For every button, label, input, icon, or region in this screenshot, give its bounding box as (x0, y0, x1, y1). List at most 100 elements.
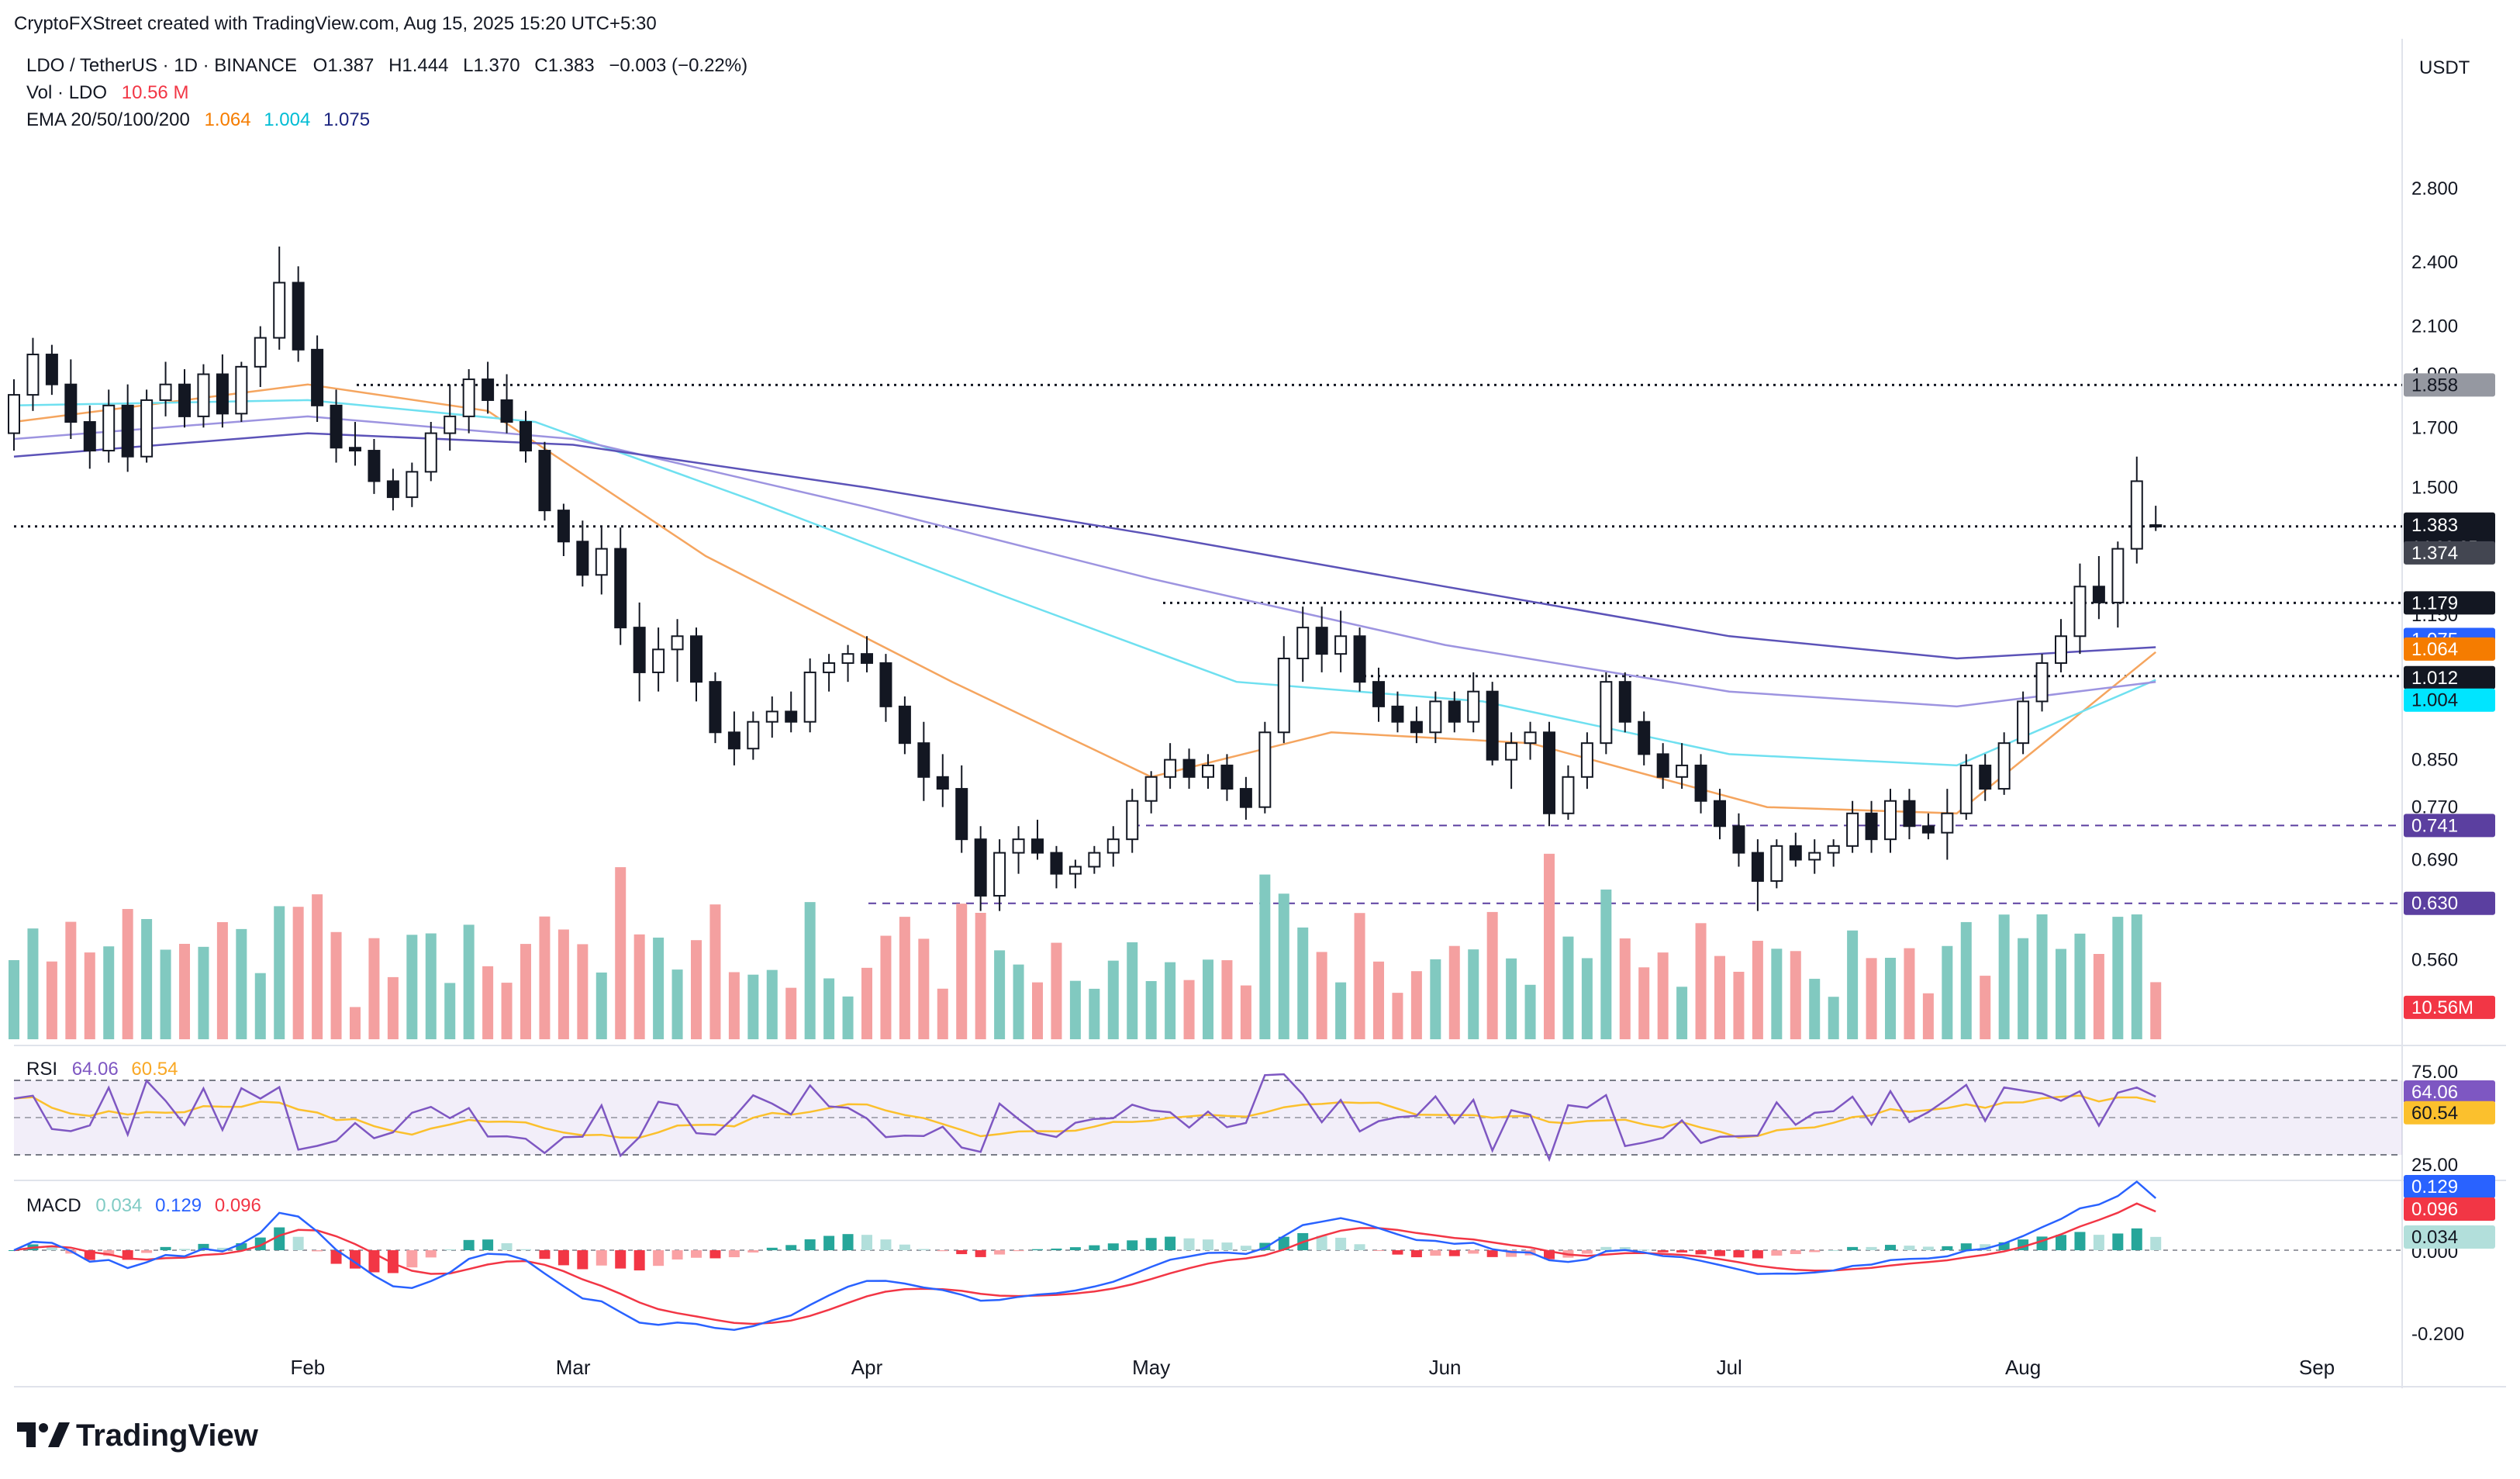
volume-bar (1562, 936, 1574, 1039)
macd-histogram-bar (2150, 1236, 2162, 1250)
candle-body (690, 635, 702, 683)
volume-bar (956, 904, 968, 1039)
volume-bar (1676, 987, 1688, 1039)
vol-value: 10.56 M (122, 82, 189, 103)
volume-bar (1240, 985, 1251, 1039)
candle (330, 389, 343, 463)
candle-body (273, 282, 286, 339)
macd-histogram-bar (994, 1250, 1006, 1255)
candle-body (898, 705, 911, 745)
macd-histogram-bar (1771, 1250, 1783, 1256)
axis-tag-bg (2404, 541, 2495, 565)
macd-histogram-bar (747, 1250, 759, 1253)
volume-bar (2036, 914, 2048, 1039)
candle-body (709, 681, 722, 734)
macd-histogram-bar (842, 1234, 854, 1250)
volume-bar (1942, 945, 1953, 1039)
volume-bar (1032, 982, 1043, 1039)
axis-tag-label: 1.004 (2411, 690, 2458, 711)
macd-histogram-bar (1847, 1246, 1859, 1250)
volume-bar (653, 937, 665, 1039)
volume-bar (1885, 957, 1896, 1039)
volume-bar (747, 974, 759, 1039)
volume-bar (2112, 917, 2124, 1039)
candle-body (1315, 627, 1328, 655)
candle-body (1258, 731, 1272, 808)
macd-histogram-bar (1203, 1239, 1213, 1250)
symbol-line: LDO / TetherUS · 1D · BINANCE (26, 55, 297, 76)
axis-tag-bg (2404, 1197, 2495, 1221)
rsi-tick-75: 75.00 (2411, 1062, 2458, 1083)
volume-bar (387, 976, 399, 1039)
volume-bar (595, 972, 607, 1039)
volume-bar (880, 935, 892, 1039)
candle-body (765, 710, 778, 723)
candle-body (652, 648, 665, 673)
macd-histogram-bar (1316, 1235, 1327, 1250)
candle (709, 672, 722, 744)
candle-body (1903, 800, 1916, 828)
macd-histogram-bar (880, 1239, 892, 1250)
candle-body (671, 635, 684, 651)
candle-body (140, 399, 154, 458)
macd-histogram-bar (406, 1250, 418, 1268)
time-axis-label: Apr (851, 1356, 883, 1379)
ema-label: EMA 20/50/100/200 (26, 109, 190, 130)
candle-body (482, 378, 495, 401)
volume-bar (691, 940, 702, 1039)
candle-body (2092, 586, 2105, 603)
macd-histogram-bar (728, 1250, 740, 1258)
macd-histogram-bar (1335, 1237, 1347, 1250)
volume-bar (1316, 952, 1327, 1039)
svg-text:EMA 20/50/100/200 1.06: EMA 20/50/100/200 1.064 1.004 1.075 (26, 109, 370, 130)
candle-body (1997, 742, 2011, 790)
axis-tag-bg (2404, 1175, 2495, 1198)
volume-bar (1847, 930, 1859, 1039)
macd-histogram-bar (1676, 1250, 1688, 1253)
svg-text:LDO / TetherUS · 1D · BINANCE: LDO / TetherUS · 1D · BINANCE O1.387 H1.… (26, 55, 747, 76)
low-value: 1.370 (474, 55, 520, 76)
svg-text:MACD 0.034 0.1: MACD 0.034 0.129 0.096 (26, 1195, 261, 1216)
candle-body (1638, 720, 1651, 755)
macd-histogram-bar (1278, 1236, 1289, 1250)
volume-bar (1335, 982, 1347, 1039)
candle (1410, 706, 1423, 744)
time-axis-label: Sep (2299, 1356, 2335, 1379)
volume-bar (216, 921, 228, 1039)
volume-bar (1904, 948, 1915, 1039)
volume-bar (1448, 945, 1460, 1039)
volume-bar (1733, 971, 1745, 1039)
candle-body (1505, 742, 1518, 761)
candle-body (1050, 852, 1063, 875)
candle (747, 711, 760, 760)
candle (1524, 721, 1537, 760)
axis-tag-label: 0.034 (2411, 1227, 2458, 1248)
candle-body (993, 852, 1006, 897)
candle (633, 602, 646, 702)
macd-histogram-bar (1486, 1250, 1498, 1257)
axis-tag: 0.096 (2404, 1197, 2495, 1221)
candle-body (462, 378, 475, 417)
candle-body (538, 450, 551, 512)
volume-bar (236, 928, 247, 1039)
macd-histogram-bar (1885, 1245, 1896, 1250)
macd-histogram-bar (1259, 1242, 1271, 1250)
candle-body (1448, 700, 1461, 723)
candle-body (292, 282, 305, 351)
candle-body (2149, 524, 2163, 528)
macd-histogram-bar (1165, 1236, 1176, 1250)
macd-histogram-bar (1069, 1247, 1081, 1250)
macd-histogram-bar (1998, 1242, 2010, 1250)
candle-body (936, 776, 949, 790)
candle (879, 654, 892, 722)
volume-bar (463, 924, 475, 1039)
macd-histogram-bar (1733, 1250, 1745, 1258)
macd-histogram-bar (46, 1246, 57, 1250)
candle-body (879, 662, 892, 707)
axis-tag-bg (2404, 891, 2495, 915)
volume-bar (2056, 949, 2066, 1039)
candle-body (1600, 681, 1613, 745)
candle-body (406, 471, 419, 499)
axis-tag: 64.06 (2404, 1080, 2495, 1104)
candle-body (1959, 764, 1973, 814)
